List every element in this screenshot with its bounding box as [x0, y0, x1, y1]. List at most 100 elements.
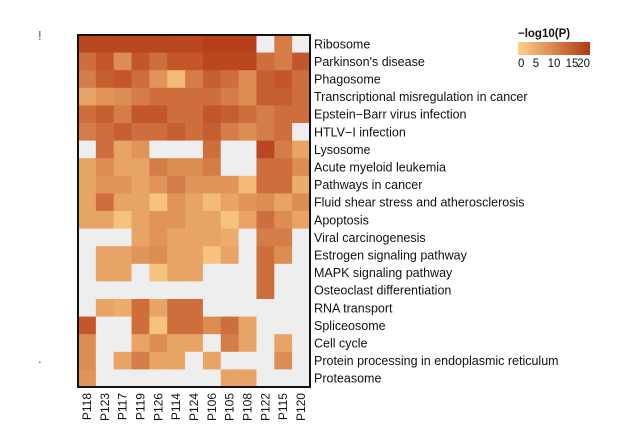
heatmap-cell — [238, 351, 257, 370]
heatmap-cell — [292, 70, 311, 89]
heatmap-cell — [149, 52, 168, 71]
heatmap-cell — [202, 263, 222, 282]
heatmap-cell — [167, 228, 186, 247]
row-label: Osteoclast differentiation — [314, 284, 451, 298]
heatmap-cell — [185, 281, 204, 300]
heatmap-cell — [238, 299, 257, 317]
heatmap-cell — [202, 316, 222, 335]
heatmap-cell — [220, 369, 240, 388]
heatmap-cell — [256, 369, 275, 388]
heatmap-cell — [274, 193, 293, 212]
heatmap-cell — [256, 211, 275, 229]
row-label: Ribosome — [314, 37, 370, 51]
heatmap-cell — [95, 263, 115, 282]
heatmap-cell — [202, 35, 222, 53]
heatmap-cell — [131, 316, 150, 335]
heatmap-cell — [95, 158, 115, 177]
heatmap-cell — [185, 246, 204, 265]
heatmap-cell — [202, 87, 222, 106]
column-label: P115 — [276, 393, 290, 420]
heatmap-cell — [238, 334, 257, 353]
heatmap-cell — [238, 211, 257, 229]
heatmap-cell — [292, 246, 311, 265]
row-label: Epstein−Barr virus infection — [314, 108, 467, 122]
heatmap-cell — [185, 211, 204, 229]
heatmap-cell — [149, 351, 168, 370]
heatmap-cell — [95, 193, 115, 212]
heatmap-cell — [256, 228, 275, 247]
heatmap-cell — [95, 175, 115, 194]
heatmap-cell — [185, 140, 204, 159]
heatmap-cell — [185, 123, 204, 141]
heatmap-cell — [113, 87, 132, 106]
heatmap-cell — [131, 193, 150, 212]
row-label: RNA transport — [314, 301, 393, 315]
heatmap-cell — [185, 351, 204, 370]
heatmap-cell — [220, 52, 240, 71]
heatmap-cell — [256, 351, 275, 370]
heatmap-cell — [167, 70, 186, 89]
heatmap-cell — [220, 175, 240, 194]
heatmap-cell — [274, 52, 293, 71]
heatmap-cell — [113, 351, 132, 370]
heatmap-cell — [274, 281, 293, 300]
heatmap-cell — [95, 334, 115, 353]
heatmap-cell — [113, 105, 132, 124]
column-label: P122 — [258, 393, 272, 421]
heatmap-cell — [78, 281, 97, 300]
heatmap-cell — [292, 228, 311, 247]
heatmap-cell — [238, 193, 257, 212]
heatmap-cell — [131, 281, 150, 300]
heatmap-cell — [131, 211, 150, 229]
heatmap-cell — [113, 246, 132, 265]
heatmap-cell — [131, 123, 150, 141]
heatmap-cell — [149, 246, 168, 265]
heatmap-cell — [131, 351, 150, 370]
heatmap-cell — [274, 211, 293, 229]
column-label: P124 — [187, 393, 201, 421]
heatmap-cell — [256, 299, 275, 317]
heatmap-cell — [202, 211, 222, 229]
heatmap-cell — [167, 158, 186, 177]
heatmap-cell — [131, 52, 150, 71]
heatmap-cell — [220, 351, 240, 370]
heatmap-cell — [274, 246, 293, 265]
heatmap-cell — [95, 123, 115, 141]
heatmap-cell — [274, 140, 293, 159]
stray-mark-middle: . — [38, 351, 42, 366]
heatmap-cell — [185, 35, 204, 53]
column-label: P126 — [151, 393, 165, 421]
heatmap-cell — [202, 228, 222, 247]
heatmap-cell — [95, 87, 115, 106]
heatmap-cell — [78, 123, 97, 141]
row-label: MAPK signaling pathway — [314, 266, 453, 280]
heatmap-cell — [78, 87, 97, 106]
heatmap-cell — [149, 140, 168, 159]
heatmap-cell — [185, 52, 204, 71]
column-label: P120 — [294, 393, 308, 421]
heatmap-cell — [185, 175, 204, 194]
heatmap-cell — [185, 263, 204, 282]
heatmap-cell — [78, 211, 97, 229]
heatmap-cell — [78, 334, 97, 353]
heatmap-cell — [202, 369, 222, 388]
heatmap-cell — [292, 158, 311, 177]
heatmap-cell — [78, 35, 97, 53]
heatmap-cell — [256, 52, 275, 71]
heatmap-cell — [256, 87, 275, 106]
heatmap-cell — [202, 52, 222, 71]
heatmap-cell — [185, 369, 204, 388]
heatmap-cells — [78, 35, 311, 388]
heatmap-cell — [220, 105, 240, 124]
heatmap-cell — [113, 334, 132, 353]
row-label: Cell cycle — [314, 337, 368, 351]
heatmap-cell — [167, 299, 186, 317]
heatmap-cell — [185, 105, 204, 124]
heatmap-cell — [149, 228, 168, 247]
heatmap-cell — [167, 87, 186, 106]
heatmap-cell — [238, 123, 257, 141]
heatmap-cell — [149, 35, 168, 53]
heatmap-cell — [167, 369, 186, 388]
heatmap-cell — [256, 70, 275, 89]
heatmap-cell — [220, 35, 240, 53]
